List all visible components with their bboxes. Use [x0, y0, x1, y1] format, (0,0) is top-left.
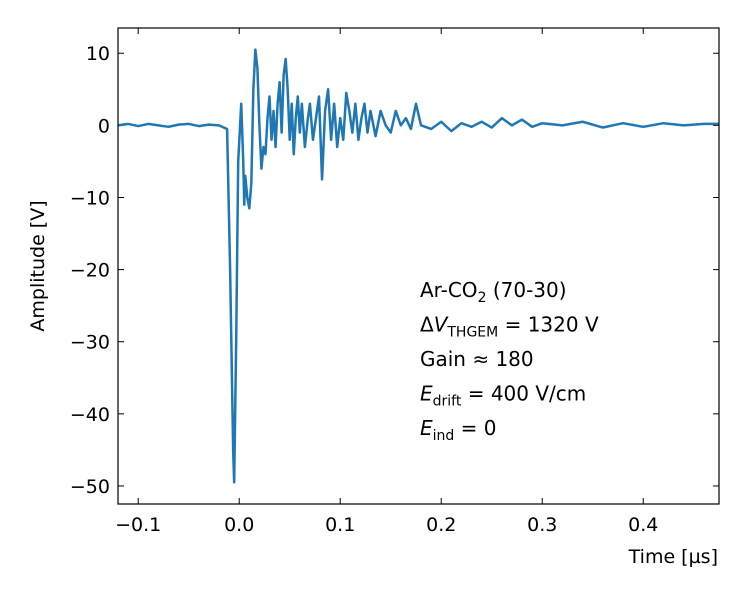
x-tick-label: 0.0	[224, 514, 254, 536]
x-tick-label: 0.4	[628, 514, 658, 536]
annotation: Eind = 0	[420, 416, 497, 444]
x-tick-label: 0.1	[325, 514, 355, 536]
x-tick-label: 0.2	[426, 514, 456, 536]
annotation-part: E	[420, 382, 433, 406]
annotation-part: (70-30)	[486, 278, 566, 302]
annotation-part: Gain ≈ 180	[420, 347, 534, 371]
y-tick-label: 10	[86, 43, 110, 65]
x-tick-label: 0.3	[527, 514, 557, 536]
annotation-part: V	[434, 313, 449, 337]
annotation: Edrift = 400 V/cm	[420, 382, 586, 410]
annotation: Gain ≈ 180	[420, 347, 534, 371]
annotation: Ar-CO2 (70-30)	[420, 278, 567, 306]
y-axis-label: Amplitude [V]	[27, 200, 49, 331]
y-tick-label: −50	[70, 476, 110, 498]
y-tick-label: −20	[70, 260, 110, 282]
annotation-part: THGEM	[446, 325, 498, 341]
y-tick-label: −10	[70, 187, 110, 209]
annotation-part: Ar-CO	[420, 278, 478, 302]
x-axis-label: Time [µs]	[628, 546, 718, 568]
data-line	[118, 48, 719, 484]
annotation-part: E	[420, 416, 433, 440]
annotation-part: drift	[433, 394, 462, 410]
y-tick-label: −30	[70, 332, 110, 354]
annotation-part: ind	[433, 428, 455, 444]
plot-frame	[117, 27, 720, 505]
x-tick-label: −0.1	[115, 514, 161, 536]
annotation: ΔVTHGEM = 1320 V	[420, 313, 599, 341]
annotation-part: Δ	[420, 313, 434, 337]
annotation-part: 2	[478, 290, 487, 306]
y-tick-label: 0	[98, 115, 110, 137]
annotation-part: = 0	[454, 416, 496, 440]
annotation-part: = 400 V/cm	[461, 382, 586, 406]
y-tick-label: −40	[70, 404, 110, 426]
annotation-part: = 1320 V	[498, 313, 599, 337]
